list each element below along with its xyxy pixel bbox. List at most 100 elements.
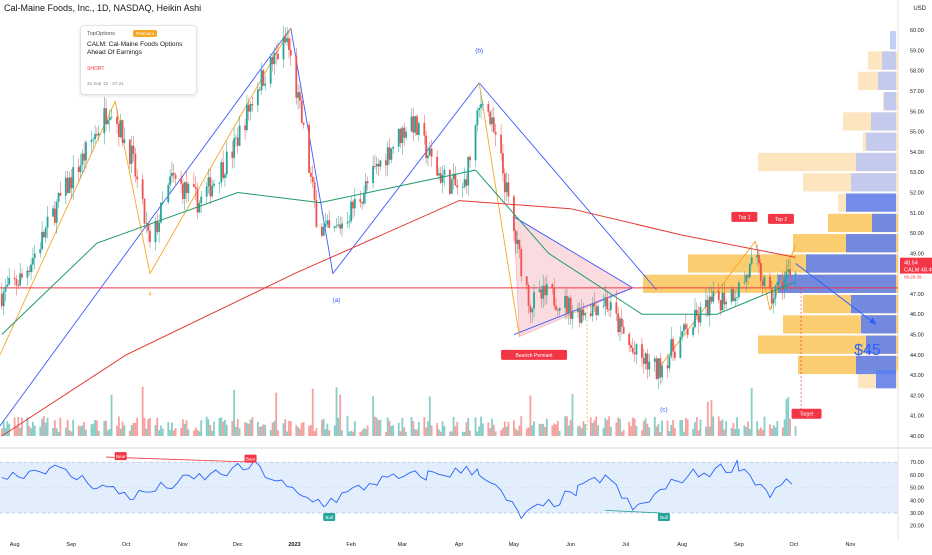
volume-bar xyxy=(644,418,647,436)
candle-body xyxy=(213,183,215,186)
price-tick-label: 56.00 xyxy=(910,109,924,115)
volume-bar xyxy=(500,430,503,436)
volume-bar xyxy=(77,425,80,436)
volume-bar xyxy=(123,425,126,436)
candle-body xyxy=(372,165,374,184)
volume-bar xyxy=(410,416,413,436)
volume-bar xyxy=(313,431,316,436)
candle-body xyxy=(439,173,442,183)
volume-bar xyxy=(772,424,775,436)
candle-body xyxy=(593,303,596,307)
candle-body xyxy=(628,333,631,346)
volume-bar xyxy=(0,428,3,436)
candle-body xyxy=(734,297,737,301)
volume-bar xyxy=(57,431,60,436)
top1-label: Top 1 xyxy=(738,215,750,221)
time-tick-label: Mar xyxy=(398,542,408,548)
candle-body xyxy=(374,165,376,167)
volume-bar xyxy=(269,430,272,436)
candle-body xyxy=(132,145,135,154)
candle-body xyxy=(277,53,279,60)
volume-bar xyxy=(310,425,312,436)
price-tick-label: 58.00 xyxy=(910,69,924,75)
candle-body xyxy=(653,358,656,362)
volume-bar xyxy=(322,418,325,436)
candle-body xyxy=(256,89,259,106)
candle-body xyxy=(13,277,16,280)
candle-body xyxy=(26,270,29,278)
trend-line xyxy=(332,82,480,274)
candle-body xyxy=(52,208,54,217)
candle-body xyxy=(392,146,395,149)
volume-bar xyxy=(584,424,587,436)
candle-body xyxy=(641,344,643,359)
volume-bar xyxy=(770,428,773,436)
candle-body xyxy=(520,249,523,277)
candle-body xyxy=(160,202,162,223)
volume-bar xyxy=(617,417,620,436)
candle-body xyxy=(582,309,585,316)
candle-body xyxy=(352,201,354,209)
candle-body xyxy=(492,117,495,132)
symbol-price-tag: CALM 48.49 xyxy=(904,268,932,274)
candle-body xyxy=(481,103,484,105)
candle-body xyxy=(361,202,364,204)
rsi-bear-label-2-bg xyxy=(244,454,257,463)
volume-bar xyxy=(463,431,466,436)
candle-body xyxy=(456,185,459,188)
volume-bar xyxy=(156,417,159,436)
candle-body xyxy=(308,124,310,173)
candle-body xyxy=(339,224,342,229)
volume-bar xyxy=(774,427,777,436)
volume-bar xyxy=(697,430,700,436)
volume-bar xyxy=(200,420,203,436)
card-title[interactable]: CALM: Cal-Maine Foods Options Ahead Of E… xyxy=(87,41,183,56)
candle-body xyxy=(121,120,124,143)
volume-profile-bar xyxy=(846,234,896,253)
volume-bar xyxy=(769,424,771,436)
candle-body xyxy=(44,227,47,238)
volume-bar xyxy=(481,423,484,436)
candle-body xyxy=(260,70,263,91)
candle-body xyxy=(620,318,623,327)
volume-bar xyxy=(233,389,236,436)
wave-line xyxy=(754,241,771,311)
candle-body xyxy=(584,313,587,316)
top2-label: Top 2 xyxy=(775,217,787,223)
volume-bar xyxy=(108,428,111,436)
volume-bar xyxy=(81,425,84,436)
volume-profile-bar xyxy=(890,31,896,50)
time-tick-label: Sep xyxy=(734,542,744,548)
volume-bar xyxy=(374,416,376,436)
candle-body xyxy=(580,309,583,323)
volume-bar xyxy=(289,421,292,436)
candle-body xyxy=(366,181,369,184)
target-label: Target xyxy=(800,412,815,418)
volume-bar xyxy=(19,427,22,436)
volume-bar xyxy=(326,423,329,436)
candle-body xyxy=(443,169,446,176)
idea-card[interactable]: TopOptions Premium CALM: Cal-Maine Foods… xyxy=(80,25,197,95)
price-tick-label: 40.00 xyxy=(910,434,924,440)
volume-bar xyxy=(403,427,406,436)
volume-bar xyxy=(117,416,120,436)
volume-bar xyxy=(494,431,497,436)
candle-body xyxy=(377,163,380,167)
candle-body xyxy=(4,286,7,292)
volume-bar xyxy=(181,419,184,436)
volume-bar xyxy=(620,431,623,436)
volume-bar xyxy=(683,431,685,436)
volume-bar xyxy=(589,417,592,436)
candle-body xyxy=(412,116,415,133)
volume-bar xyxy=(491,418,493,436)
candle-body xyxy=(128,139,131,164)
candle-body xyxy=(436,156,439,176)
price-tick-label: 46.00 xyxy=(910,312,924,318)
volume-bar xyxy=(128,430,131,436)
volume-profile-bar xyxy=(861,315,896,334)
volume-profile-bar xyxy=(866,335,896,354)
candle-body xyxy=(545,284,548,296)
candle-body xyxy=(450,179,453,194)
candle-body xyxy=(386,147,389,166)
